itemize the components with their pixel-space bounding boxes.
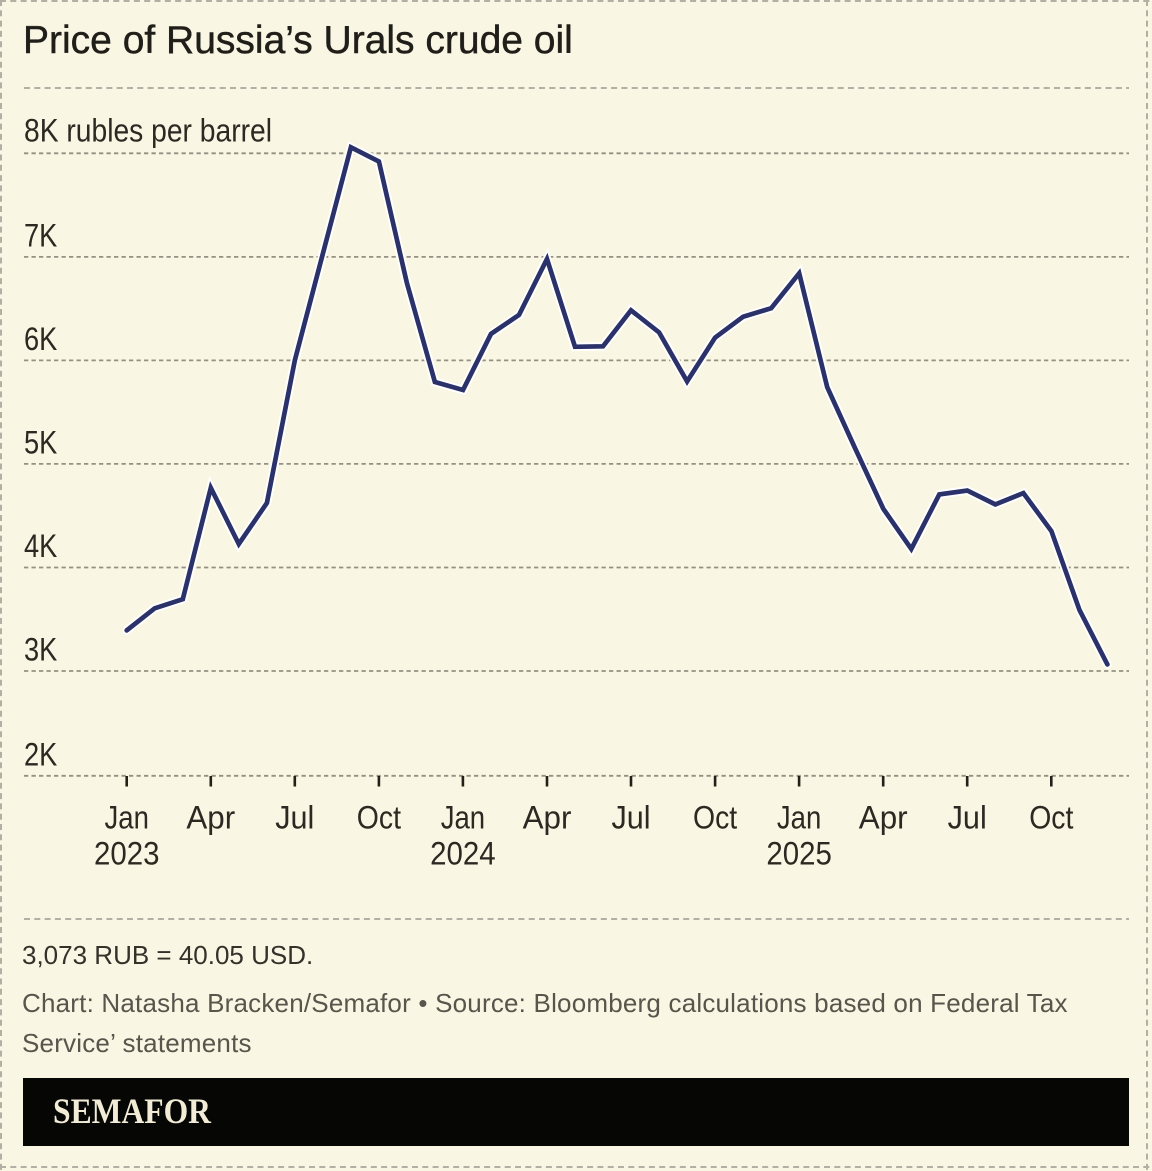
- svg-text:2025: 2025: [766, 835, 832, 871]
- svg-text:8K rubles per barrel: 8K rubles per barrel: [24, 113, 272, 149]
- svg-text:Oct: Oct: [1029, 799, 1073, 835]
- svg-text:3K: 3K: [24, 632, 57, 668]
- svg-text:4K: 4K: [24, 528, 57, 564]
- svg-text:2K: 2K: [24, 736, 57, 772]
- svg-text:Jan: Jan: [105, 799, 149, 835]
- svg-text:5K: 5K: [24, 425, 57, 461]
- svg-text:Jul: Jul: [948, 799, 987, 835]
- svg-text:2023: 2023: [94, 835, 160, 871]
- svg-text:Apr: Apr: [859, 799, 908, 835]
- svg-text:6K: 6K: [24, 321, 57, 357]
- svg-text:Jul: Jul: [275, 799, 314, 835]
- svg-text:SEMAFOR: SEMAFOR: [53, 1091, 212, 1131]
- svg-text:Jan: Jan: [777, 799, 821, 835]
- svg-text:Apr: Apr: [523, 799, 572, 835]
- svg-text:Jul: Jul: [611, 799, 650, 835]
- svg-text:Jan: Jan: [441, 799, 485, 835]
- svg-text:Apr: Apr: [186, 799, 235, 835]
- svg-text:Oct: Oct: [357, 799, 401, 835]
- svg-text:7K: 7K: [24, 218, 57, 254]
- svg-text:Oct: Oct: [693, 799, 737, 835]
- svg-text:2024: 2024: [430, 835, 496, 871]
